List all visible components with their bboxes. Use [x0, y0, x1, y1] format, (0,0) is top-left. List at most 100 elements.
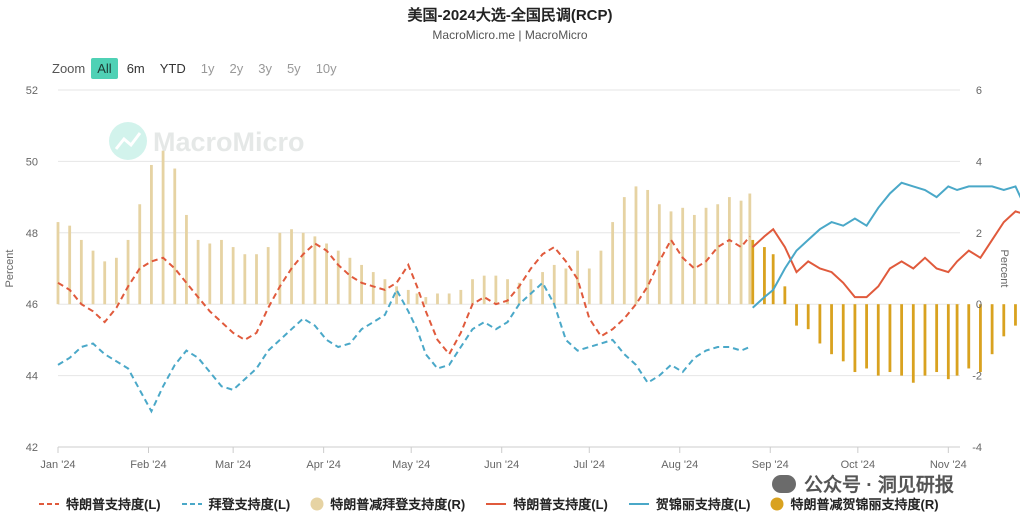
- bar-s5-21: [990, 304, 994, 355]
- legend-label-0: 特朗普支持度(L): [66, 497, 161, 512]
- bar-s2-21: [301, 232, 305, 305]
- bar-s2-57: [716, 204, 720, 305]
- y-right-tick-3: 2: [976, 228, 982, 240]
- bar-s2-8: [150, 164, 153, 305]
- bar-s2-54: [681, 207, 685, 305]
- bar-s2-7: [138, 204, 142, 305]
- series-line-3: [752, 210, 1020, 299]
- bar-s2-55: [692, 214, 696, 305]
- logo-text: MacroMicro: [153, 127, 305, 157]
- legend-item-1[interactable]: 拜登支持度(L): [181, 494, 290, 513]
- bar-s2-47: [599, 250, 603, 305]
- bar-s5-2: [771, 254, 775, 305]
- legend-item-2[interactable]: 特朗普减拜登支持度(R): [310, 494, 465, 513]
- bar-s2-11: [185, 214, 188, 305]
- x-tick-1: Feb '24: [130, 459, 166, 471]
- watermark-text: 公众号 · 洞见研报: [804, 475, 954, 496]
- legend-swatch-2: [310, 497, 324, 510]
- bar-s2-34: [447, 293, 451, 305]
- legend-swatch-1: [181, 502, 202, 505]
- bar-s2-0: [56, 222, 60, 305]
- chart-title: 美国-2024大选-全国民调(RCP): [407, 7, 613, 24]
- bar-s2-16: [243, 254, 247, 305]
- bar-s2-58: [727, 197, 731, 305]
- bar-s2-31: [415, 293, 419, 305]
- bar-s2-12: [196, 239, 200, 305]
- bar-s2-60: [748, 193, 752, 305]
- legend-label-3: 特朗普支持度(L): [513, 497, 608, 512]
- legend-swatch-5: [770, 497, 784, 510]
- bar-s2-24: [336, 250, 340, 305]
- y-right-label: Percent: [998, 250, 1010, 288]
- bar-s5-5: [806, 304, 810, 330]
- logo-icon-mark: [114, 132, 142, 150]
- series-line-1: [57, 281, 751, 414]
- bar-s2-22: [313, 236, 317, 305]
- bar-s2-5: [114, 257, 118, 305]
- bar-s2-19: [278, 232, 282, 305]
- watermark: 公众号 · 洞见研报: [772, 470, 954, 497]
- bar-s5-19: [967, 304, 971, 369]
- y-right-tick-4: 4: [976, 156, 982, 168]
- bar-s2-10: [173, 168, 177, 305]
- zoom-btn-3y[interactable]: 3y: [258, 61, 272, 76]
- legend-swatch-3: [486, 502, 507, 505]
- legend-label-2: 特朗普减拜登支持度(R): [330, 497, 466, 512]
- legend-swatch-0: [39, 502, 59, 505]
- y-left-tick-2: 46: [26, 299, 38, 311]
- bar-s2-28: [383, 279, 387, 305]
- legend-label-4: 贺锦丽支持度(L): [655, 497, 751, 512]
- bar-s5-6: [818, 304, 822, 344]
- zoom-btn-6m[interactable]: 6m: [126, 61, 145, 76]
- bar-s2-53: [669, 211, 673, 305]
- bar-s2-46: [587, 268, 591, 305]
- legend-item-0[interactable]: 特朗普支持度(L): [38, 494, 161, 513]
- zoom-btn-1y[interactable]: 1y: [200, 61, 215, 76]
- bar-s5-8: [841, 304, 845, 362]
- legend-item-5[interactable]: 特朗普减贺锦丽支持度(R): [770, 494, 939, 513]
- x-tick-4: May '24: [392, 459, 430, 471]
- bars: [56, 150, 1017, 383]
- series-line-0: [57, 235, 751, 356]
- bar-s2-3: [91, 250, 95, 305]
- bar-s2-1: [68, 225, 72, 305]
- bar-s5-4: [795, 304, 798, 326]
- x-tick-9: Oct '24: [841, 459, 876, 471]
- x-tick-3: Apr '24: [306, 459, 341, 471]
- bar-s5-10: [865, 304, 868, 369]
- y-right-tick-1: -2: [972, 371, 982, 383]
- zoom-label: Zoom: [52, 61, 86, 76]
- bar-s5-23: [1014, 304, 1017, 326]
- y-left-label: Percent: [4, 250, 16, 288]
- bar-s2-18: [266, 247, 270, 305]
- bar-s2-41: [529, 279, 533, 305]
- bar-s2-15: [231, 247, 235, 305]
- lines: [57, 181, 1020, 414]
- legend-item-4[interactable]: 贺锦丽支持度(L): [628, 494, 751, 513]
- zoom-btn-10y[interactable]: 10y: [315, 61, 337, 76]
- y-left-tick-4: 50: [26, 156, 38, 168]
- bar-s2-49: [622, 197, 626, 305]
- legend-swatch-4: [628, 502, 649, 505]
- zoom-btn-5y[interactable]: 5y: [286, 61, 301, 76]
- zoom-btn-2y[interactable]: 2y: [229, 61, 244, 76]
- zoom-toolbar: Zoom All 6m YTD 1y 2y 3y 5y 10y: [52, 58, 346, 79]
- bar-s5-3: [783, 286, 787, 305]
- zoom-btn-all[interactable]: All: [91, 58, 118, 79]
- bar-s5-14: [911, 304, 915, 383]
- bar-s2-51: [646, 189, 650, 305]
- y-left-tick-1: 44: [26, 371, 38, 383]
- bar-s5-11: [876, 304, 880, 376]
- bar-s5-12: [888, 304, 892, 373]
- bar-s2-26: [360, 264, 363, 305]
- bar-s2-43: [552, 264, 556, 305]
- bar-s2-20: [290, 229, 293, 305]
- bar-s2-36: [471, 279, 474, 305]
- y-left-tick-5: 52: [26, 85, 38, 97]
- series-line-4: [752, 181, 1020, 309]
- zoom-btn-ytd[interactable]: YTD: [159, 61, 186, 76]
- bar-s2-35: [459, 289, 463, 305]
- legend-item-3[interactable]: 特朗普支持度(L): [485, 494, 608, 513]
